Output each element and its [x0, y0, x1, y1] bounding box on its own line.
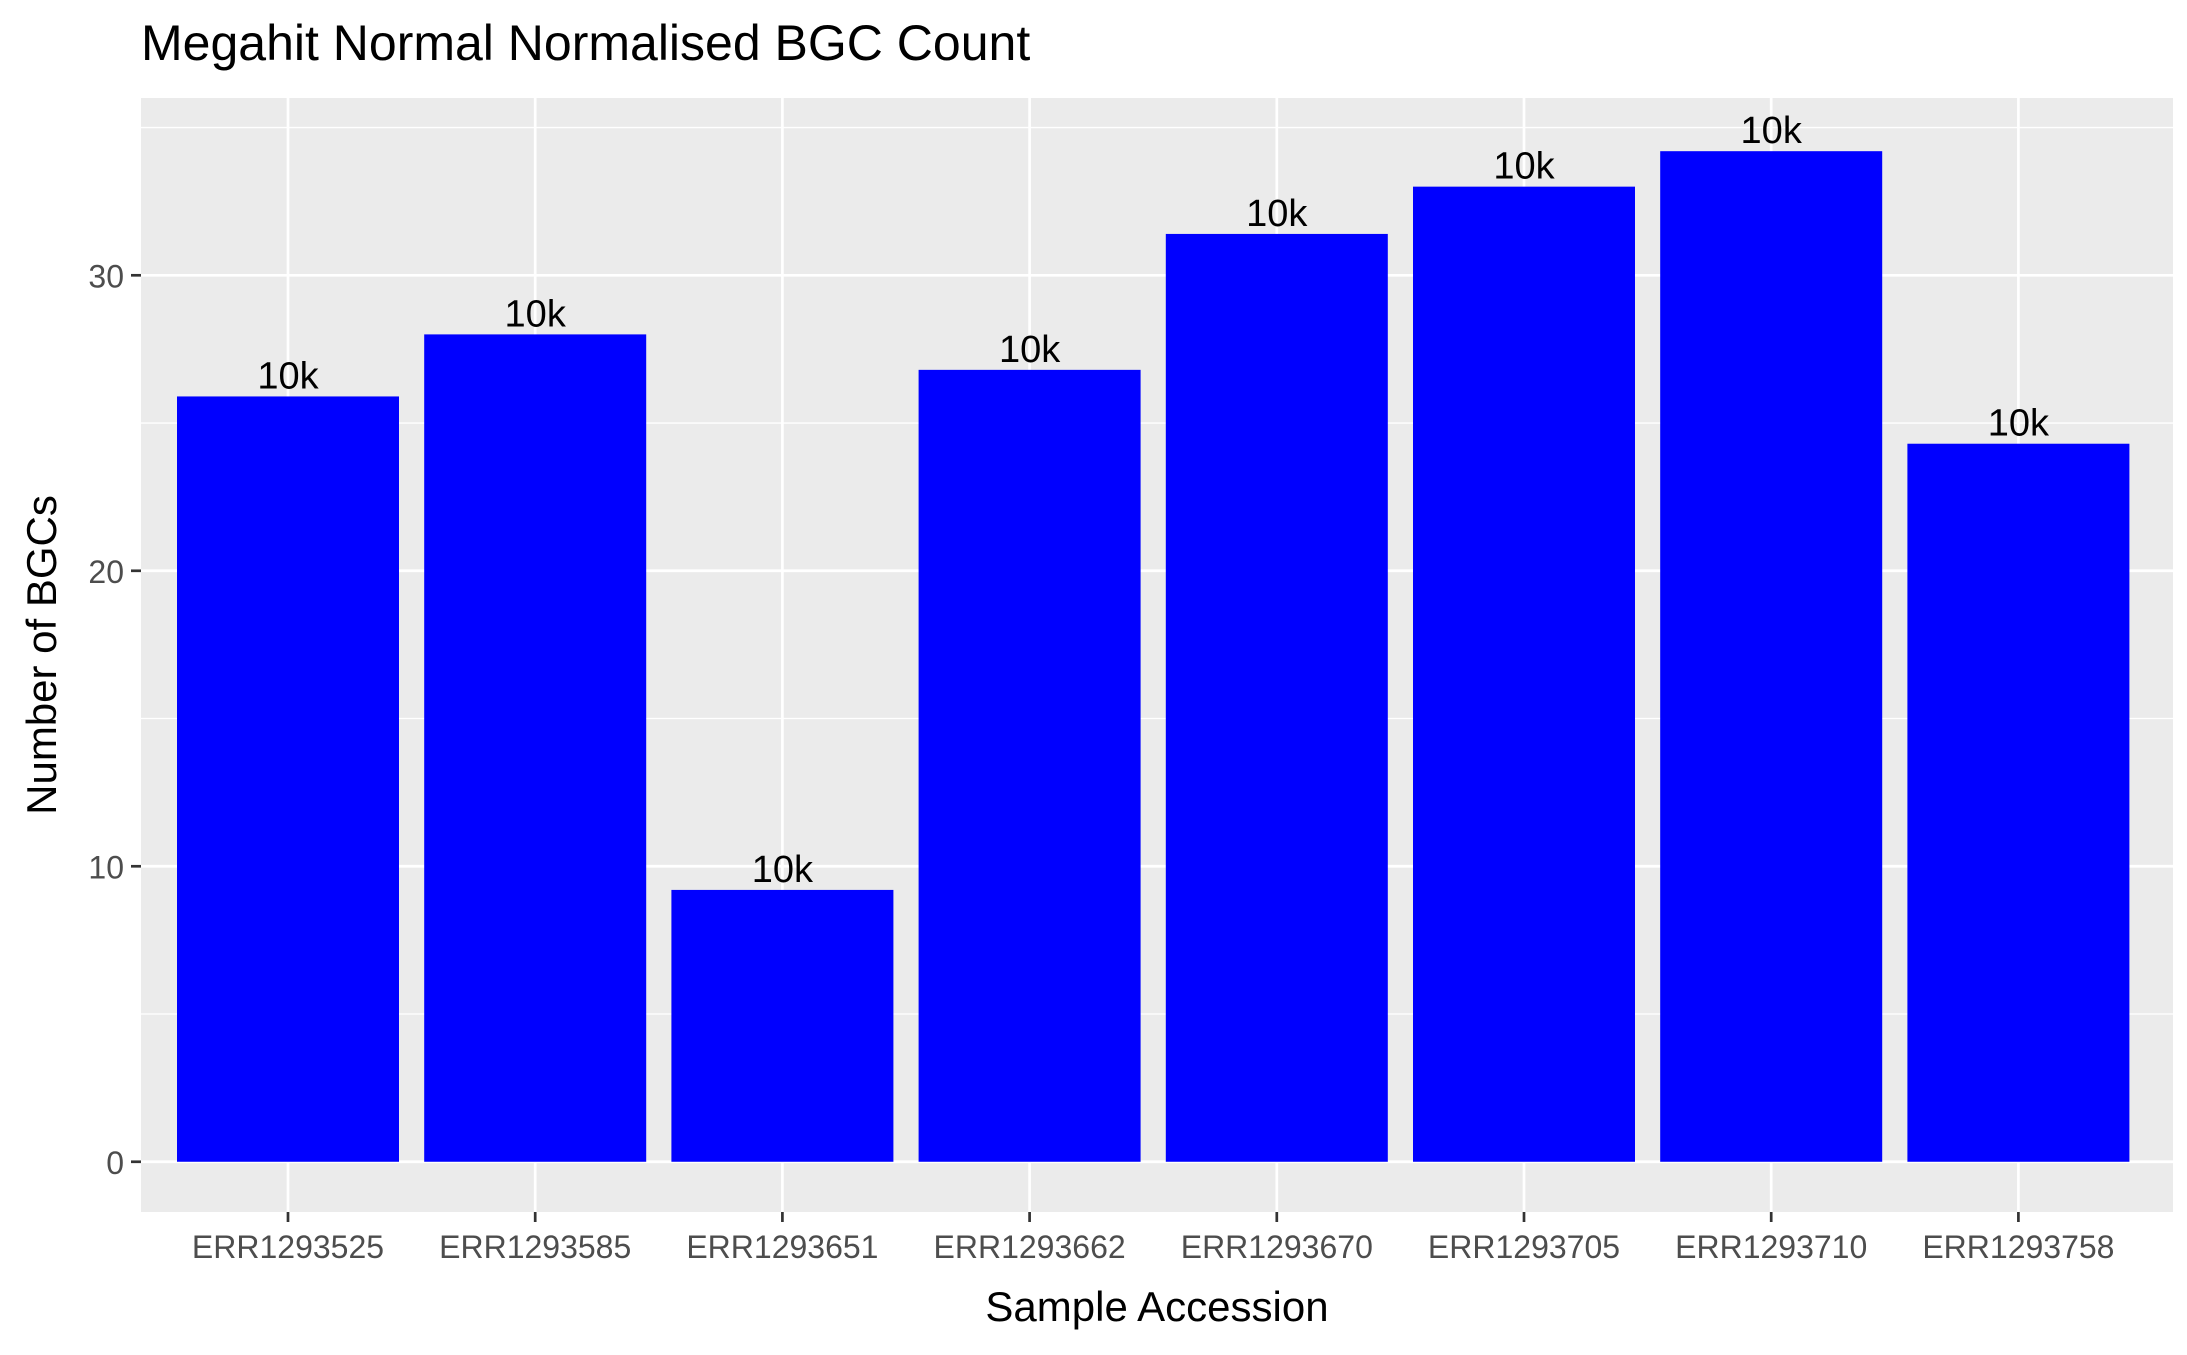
bar-data-label: 10k — [1741, 110, 1803, 152]
bar-data-label: 10k — [1988, 403, 2050, 445]
bar — [177, 396, 399, 1162]
y-tick-label: 10 — [88, 849, 124, 885]
x-axis: ERR1293525 ERR1293585 ERR1293651 ERR1293662… — [192, 1212, 2114, 1265]
bar — [1907, 443, 2130, 1162]
bar-data-label: 10k — [1493, 146, 1555, 188]
y-tick-label: 30 — [88, 258, 124, 294]
x-tick-label: ERR1293651 — [686, 1229, 878, 1265]
x-tick-label: ERR1293662 — [934, 1229, 1126, 1265]
bar — [1165, 233, 1388, 1162]
x-tick-label: ERR1293710 — [1675, 1229, 1867, 1265]
y-axis-label: Number of BGCs — [18, 495, 65, 815]
bar — [671, 889, 894, 1162]
x-tick-label: ERR1293525 — [192, 1229, 384, 1265]
x-tick-label: ERR1293585 — [439, 1229, 631, 1265]
y-tick-label: 20 — [88, 554, 124, 590]
bar — [424, 334, 647, 1162]
bar-data-label: 10k — [257, 355, 319, 397]
y-tick-label: 0 — [106, 1145, 124, 1181]
chart-title: Megahit Normal Normalised BGC Count — [141, 15, 1030, 71]
bar — [1660, 151, 1883, 1162]
x-tick-label: ERR1293670 — [1181, 1229, 1373, 1265]
data-labels: 10k 10k 10k 10k 10k 10k 10k 10k — [257, 110, 2050, 891]
bar — [918, 369, 1141, 1162]
bars — [177, 151, 2130, 1162]
bar — [1413, 186, 1635, 1162]
bar-data-label: 10k — [505, 293, 567, 335]
bar-data-label: 10k — [752, 849, 814, 891]
x-tick-label: ERR1293705 — [1428, 1229, 1620, 1265]
bar-data-label: 10k — [1246, 193, 1308, 235]
bar-data-label: 10k — [999, 329, 1061, 371]
x-axis-label: Sample Accession — [985, 1283, 1328, 1330]
y-axis: 0 10 20 30 — [88, 258, 141, 1181]
x-tick-label: ERR1293758 — [1922, 1229, 2114, 1265]
